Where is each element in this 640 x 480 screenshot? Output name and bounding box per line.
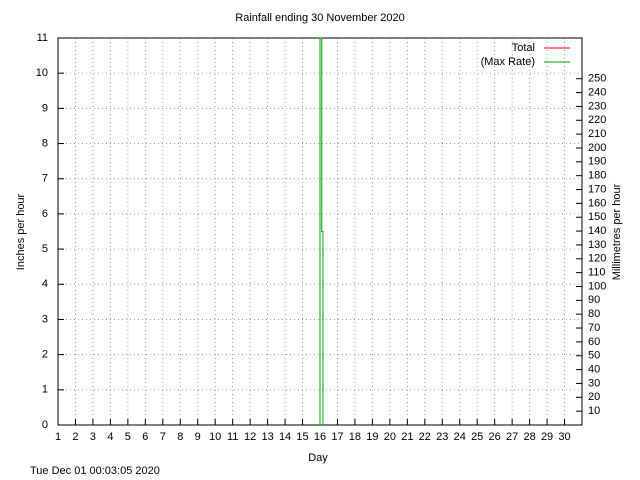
x-tick-label: 29	[541, 431, 553, 443]
y2-tick-label: 210	[588, 128, 606, 140]
y-tick-label: 9	[42, 102, 48, 114]
y2-tick-label: 240	[588, 86, 606, 98]
legend-label: Total	[512, 42, 535, 54]
chart-title: Rainfall ending 30 November 2020	[235, 12, 404, 24]
y2-tick-label: 130	[588, 239, 606, 251]
y2-tick-label: 220	[588, 114, 606, 126]
x-tick-label: 5	[125, 431, 131, 443]
x-tick-label: 17	[331, 431, 343, 443]
y2-tick-label: 150	[588, 211, 606, 223]
y2-tick-label: 120	[588, 253, 606, 265]
y-axis-label: Inches per hour	[15, 193, 27, 270]
y2-tick-label: 160	[588, 197, 606, 209]
x-tick-label: 18	[349, 431, 361, 443]
y2-tick-label: 40	[588, 364, 600, 376]
x-tick-label: 25	[471, 431, 483, 443]
x-tick-label: 26	[489, 431, 501, 443]
x-tick-label: 11	[227, 431, 238, 443]
y-tick-label: 8	[42, 137, 48, 149]
y2-tick-label: 230	[588, 100, 606, 112]
y2-tick-label: 10	[588, 405, 600, 417]
y2-tick-label: 20	[588, 391, 600, 403]
x-tick-label: 22	[419, 431, 431, 443]
x-tick-label: 1	[55, 431, 61, 443]
y-tick-label: 5	[42, 243, 48, 255]
x-tick-label: 7	[160, 431, 166, 443]
x-tick-label: 12	[244, 431, 256, 443]
y2-tick-label: 30	[588, 377, 600, 389]
x-tick-label: 16	[314, 431, 326, 443]
y2-tick-label: 250	[588, 73, 606, 85]
y-tick-label: 11	[37, 32, 48, 44]
footer: Tue Dec 01 00:03:05 2020	[30, 465, 160, 477]
x-tick-label: 6	[142, 431, 148, 443]
y2-axis-label: Millimetres per hour	[611, 183, 623, 280]
y2-tick-label: 140	[588, 225, 606, 237]
y2-tick-label: 200	[588, 142, 606, 154]
y2-tick-label: 110	[588, 267, 606, 279]
x-tick-label: 10	[209, 431, 221, 443]
x-tick-label: 20	[384, 431, 396, 443]
y2-tick-label: 180	[588, 170, 606, 182]
x-tick-label: 14	[279, 431, 291, 443]
data-line	[319, 37, 324, 425]
y2-tick-label: 50	[588, 350, 600, 362]
x-tick-label: 30	[558, 431, 570, 443]
y-tick-label: 6	[42, 208, 48, 220]
y2-tick-label: 60	[588, 336, 600, 348]
x-tick-label: 19	[366, 431, 378, 443]
y-tick-label: 4	[42, 278, 48, 290]
y-tick-label: 2	[42, 349, 48, 361]
y-tick-label: 3	[42, 313, 48, 325]
x-tick-label: 23	[436, 431, 448, 443]
x-axis-label: Day	[308, 452, 328, 464]
y2-tick-label: 170	[588, 183, 606, 195]
y-tick-label: 0	[42, 419, 48, 431]
x-tick-label: 3	[90, 431, 96, 443]
x-tick-label: 28	[523, 431, 535, 443]
x-tick-label: 15	[296, 431, 308, 443]
x-tick-label: 9	[195, 431, 201, 443]
legend-label: (Max Rate)	[481, 56, 535, 68]
x-tick-label: 8	[177, 431, 183, 443]
x-tick-label: 13	[261, 431, 273, 443]
x-tick-label: 4	[107, 431, 113, 443]
y-tick-label: 7	[42, 173, 48, 185]
x-tick-label: 21	[401, 431, 413, 443]
x-tick-label: 27	[506, 431, 518, 443]
y-tick-label: 10	[36, 67, 48, 79]
x-tick-label: 2	[72, 431, 78, 443]
y2-tick-label: 70	[588, 322, 600, 334]
y2-tick-label: 100	[588, 280, 606, 292]
y2-tick-label: 80	[588, 308, 600, 320]
y2-tick-label: 190	[588, 156, 606, 168]
x-tick-label: 24	[454, 431, 466, 443]
y2-tick-label: 90	[588, 294, 600, 306]
y-tick-label: 1	[42, 384, 48, 396]
